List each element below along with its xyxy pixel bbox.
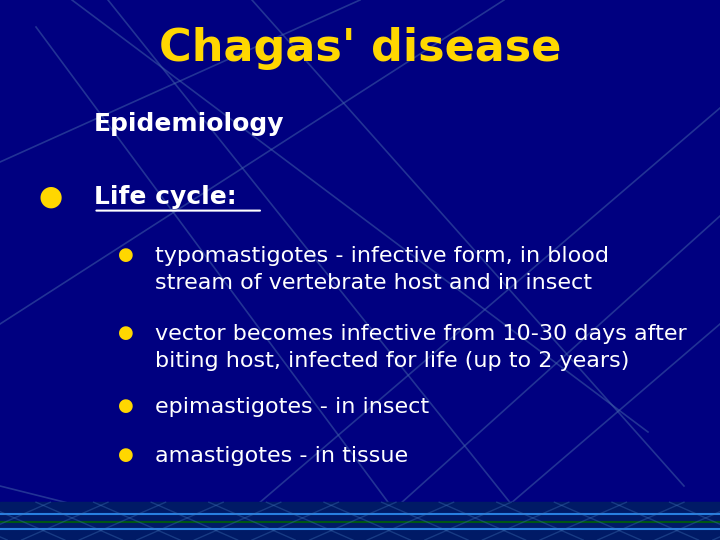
Text: ●: ● xyxy=(38,183,63,211)
Bar xyxy=(0,502,720,540)
Text: amastigotes - in tissue: amastigotes - in tissue xyxy=(155,446,408,465)
Text: ●: ● xyxy=(118,397,134,415)
Text: Epidemiology: Epidemiology xyxy=(94,112,284,136)
Text: vector becomes infective from 10-30 days after
biting host, infected for life (u: vector becomes infective from 10-30 days… xyxy=(155,324,687,371)
Text: ●: ● xyxy=(118,246,134,264)
Text: Chagas' disease: Chagas' disease xyxy=(159,27,561,70)
Text: ●: ● xyxy=(118,446,134,463)
Text: typomastigotes - infective form, in blood
stream of vertebrate host and in insec: typomastigotes - infective form, in bloo… xyxy=(155,246,609,293)
Text: ●: ● xyxy=(118,324,134,342)
Text: Life cycle:: Life cycle: xyxy=(94,185,236,209)
Text: epimastigotes - in insect: epimastigotes - in insect xyxy=(155,397,429,417)
